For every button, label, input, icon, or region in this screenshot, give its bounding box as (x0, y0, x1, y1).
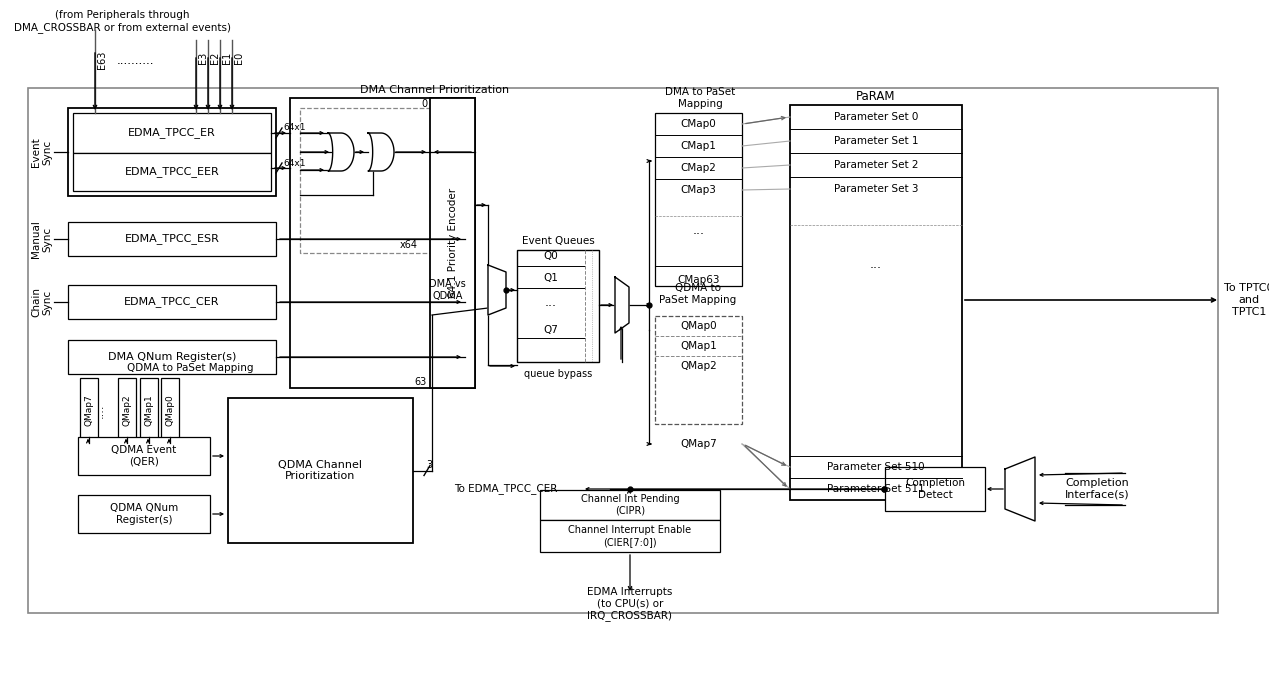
Text: Completion
Interface(s): Completion Interface(s) (1065, 478, 1129, 500)
Text: QDMA to PaSet Mapping: QDMA to PaSet Mapping (127, 363, 254, 373)
Bar (69, 340, 275, 374)
Text: QDMA Channel
Prioritization: QDMA Channel Prioritization (278, 460, 363, 481)
Bar (541, 490, 720, 520)
Text: ...: ... (871, 258, 882, 271)
Text: CMap1: CMap1 (680, 141, 717, 151)
Text: x64: x64 (400, 240, 418, 250)
Text: ...: ... (544, 295, 557, 308)
Bar (69, 285, 275, 319)
Text: Completion
Detect: Completion Detect (905, 478, 964, 500)
Text: (from Peripherals through
DMA_CROSSBAR or from external events): (from Peripherals through DMA_CROSSBAR o… (14, 10, 231, 33)
Text: DMA to PaSet
Mapping: DMA to PaSet Mapping (665, 87, 735, 109)
Text: E3: E3 (198, 52, 208, 64)
Text: 3: 3 (426, 460, 431, 469)
Text: To EDMA_TPCC_CER: To EDMA_TPCC_CER (454, 484, 557, 494)
Text: QDMA to
PaSet Mapping: QDMA to PaSet Mapping (660, 283, 736, 305)
Bar (291, 98, 475, 388)
Text: DMA vs
QDMA: DMA vs QDMA (429, 279, 466, 301)
Text: Channel Interrupt Enable
(CIER[7:0]): Channel Interrupt Enable (CIER[7:0]) (569, 525, 692, 547)
Text: 64:1 Priority Encoder: 64:1 Priority Encoder (448, 188, 458, 298)
Polygon shape (368, 133, 393, 171)
Text: Channel Int Pending
(CIPR): Channel Int Pending (CIPR) (581, 494, 679, 516)
Bar (884, 467, 985, 511)
Text: QMap2: QMap2 (123, 395, 132, 426)
Bar (299, 108, 430, 253)
Text: 63: 63 (415, 377, 426, 387)
Bar (28, 88, 1218, 613)
Text: Parameter Set 1: Parameter Set 1 (834, 136, 919, 146)
Bar (655, 316, 742, 424)
Text: Parameter Set 511: Parameter Set 511 (827, 484, 925, 494)
Text: QMap1: QMap1 (145, 395, 154, 426)
Bar (77, 495, 209, 533)
Text: E0: E0 (233, 52, 244, 64)
Text: 64x1: 64x1 (283, 158, 306, 168)
Text: Q7: Q7 (543, 325, 558, 335)
Text: CMap2: CMap2 (680, 163, 717, 173)
Text: ...: ... (693, 224, 704, 237)
Bar (118, 378, 136, 443)
Text: EDMA_TPCC_EER: EDMA_TPCC_EER (124, 166, 220, 177)
Polygon shape (1005, 457, 1036, 521)
Text: CMap3: CMap3 (680, 185, 717, 195)
Polygon shape (327, 133, 354, 171)
Text: Q0: Q0 (543, 251, 558, 261)
Text: To TPTC0
and
TPTC1: To TPTC0 and TPTC1 (1225, 284, 1269, 316)
Text: Parameter Set 3: Parameter Set 3 (834, 184, 919, 194)
Text: QDMA QNum
Register(s): QDMA QNum Register(s) (110, 503, 178, 525)
Text: DMA Channel Prioritization: DMA Channel Prioritization (360, 85, 509, 95)
Text: Event Queues: Event Queues (522, 236, 594, 246)
Text: Parameter Set 0: Parameter Set 0 (834, 112, 919, 122)
Bar (791, 105, 962, 500)
Text: EDMA Interrupts
(to CPU(s) or
IRQ_CROSSBAR): EDMA Interrupts (to CPU(s) or IRQ_CROSSB… (588, 587, 673, 621)
Text: Chain
Sync: Chain Sync (32, 287, 53, 317)
Bar (541, 520, 720, 552)
Bar (161, 378, 179, 443)
Text: Parameter Set 510: Parameter Set 510 (827, 462, 925, 472)
Bar (80, 378, 98, 443)
Text: EDMA_TPCC_ESR: EDMA_TPCC_ESR (124, 233, 220, 244)
Bar (69, 222, 275, 256)
Text: Manual
Sync: Manual Sync (32, 220, 53, 258)
Text: QMap7: QMap7 (680, 439, 717, 449)
Text: E63: E63 (96, 51, 107, 69)
Text: Event
Sync: Event Sync (32, 137, 53, 167)
Bar (69, 108, 275, 196)
Text: CMap63: CMap63 (678, 275, 720, 285)
Text: ....: .... (95, 403, 105, 418)
Text: ..........: .......... (117, 53, 154, 67)
Text: QMap7: QMap7 (85, 395, 94, 426)
Text: CMap0: CMap0 (680, 119, 717, 129)
Text: QMap0: QMap0 (165, 395, 175, 426)
Bar (516, 250, 599, 362)
Text: QDMA Event
(QER): QDMA Event (QER) (112, 445, 176, 466)
Polygon shape (489, 265, 506, 315)
Text: E1: E1 (222, 52, 232, 64)
Text: Q1: Q1 (543, 273, 558, 283)
Bar (430, 98, 475, 388)
Polygon shape (615, 277, 629, 333)
Text: QMap0: QMap0 (680, 321, 717, 331)
Bar (655, 113, 742, 286)
Text: DMA QNum Register(s): DMA QNum Register(s) (108, 352, 236, 362)
Text: PaRAM: PaRAM (857, 89, 896, 102)
Bar (77, 437, 209, 475)
Text: EDMA_TPCC_CER: EDMA_TPCC_CER (124, 297, 220, 308)
Bar (228, 398, 412, 543)
Text: QMap2: QMap2 (680, 361, 717, 371)
Text: E2: E2 (209, 52, 220, 64)
Bar (140, 378, 159, 443)
Text: EDMA_TPCC_ER: EDMA_TPCC_ER (128, 128, 216, 138)
Text: 64x1: 64x1 (283, 123, 306, 132)
Bar (74, 113, 272, 153)
Text: 0: 0 (421, 99, 426, 109)
Bar (74, 153, 272, 191)
Text: QMap1: QMap1 (680, 341, 717, 351)
Text: Parameter Set 2: Parameter Set 2 (834, 160, 919, 170)
Text: queue bypass: queue bypass (524, 369, 593, 379)
